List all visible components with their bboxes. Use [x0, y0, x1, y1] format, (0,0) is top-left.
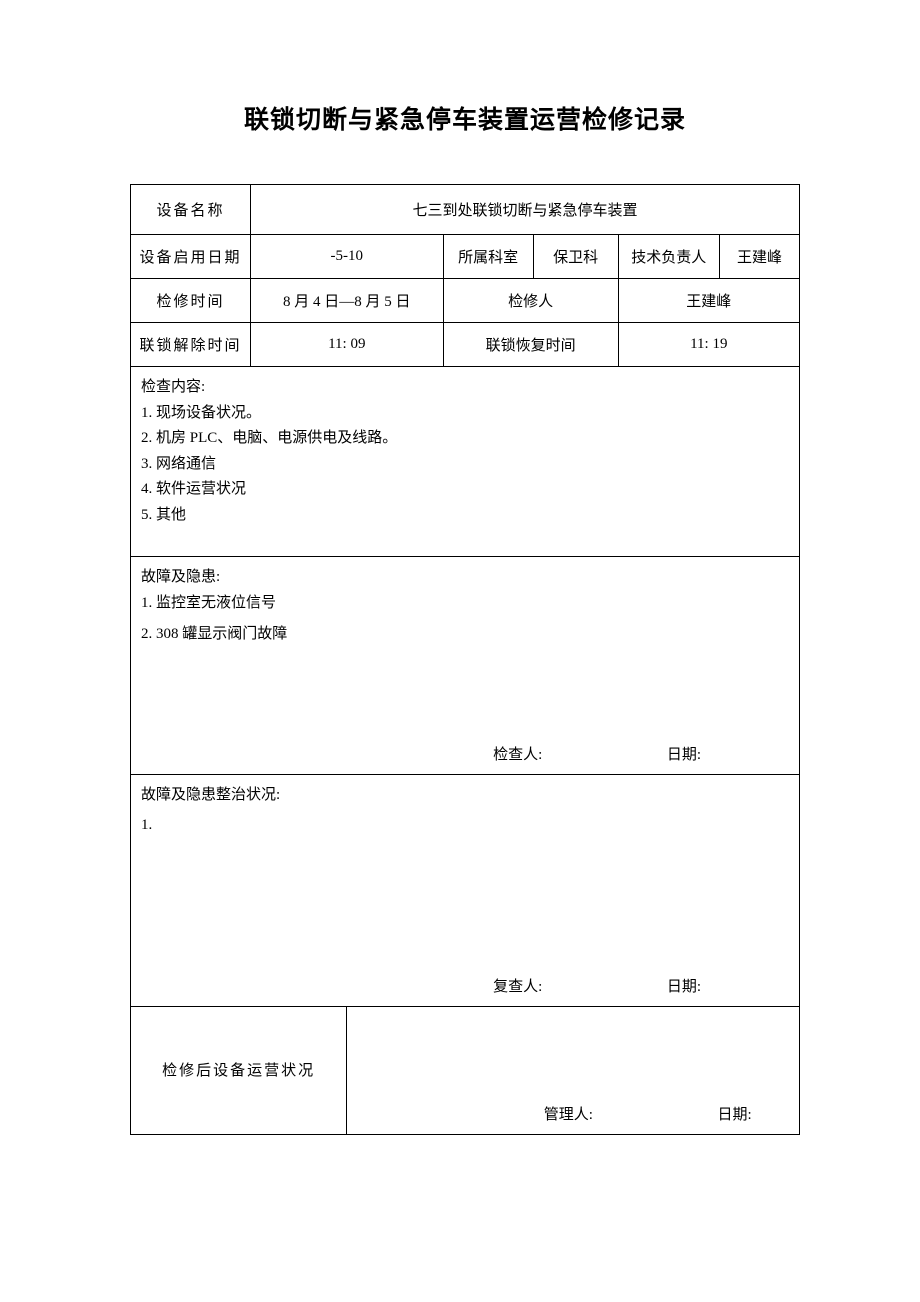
cell-check-content: 检查内容: 1. 现场设备状况。 2. 机房 PLC、电脑、电源供电及线路。 3…: [131, 367, 800, 557]
rectify-signature-line: 复查人: 日期:: [131, 975, 799, 1001]
fault-date-label: 日期:: [667, 743, 727, 769]
value-department: 保卫科: [533, 235, 618, 279]
value-enable-date: -5-10: [251, 235, 444, 279]
value-inspector: 王建峰: [618, 279, 799, 323]
label-department: 所属科室: [443, 235, 533, 279]
fault-inspector-label: 检查人:: [493, 743, 563, 769]
check-item-2: 2. 机房 PLC、电脑、电源供电及线路。: [141, 426, 789, 452]
value-restore-time: 11: 19: [618, 323, 799, 367]
label-maintenance-time: 检修时间: [131, 279, 251, 323]
row-enable-date: 设备启用日期 -5-10 所属科室 保卫科 技术负责人 王建峰: [131, 235, 800, 279]
row-rectify: 故障及隐患整治状况: 1. 复查人: 日期:: [131, 775, 800, 1007]
rectify-date-label: 日期:: [667, 975, 727, 1001]
row-check-content: 检查内容: 1. 现场设备状况。 2. 机房 PLC、电脑、电源供电及线路。 3…: [131, 367, 800, 557]
check-heading: 检查内容:: [141, 375, 789, 401]
rectify-heading: 故障及隐患整治状况:: [141, 783, 789, 809]
cell-rectify: 故障及隐患整治状况: 1. 复查人: 日期:: [131, 775, 800, 1007]
row-post-status: 检修后设备运营状况 管理人: 日期:: [131, 1007, 800, 1135]
fault-heading: 故障及隐患:: [141, 565, 789, 591]
row-fault: 故障及隐患: 1. 监控室无液位信号 2. 308 罐显示阀门故障 检查人: 日…: [131, 557, 800, 775]
label-release-time: 联锁解除时间: [131, 323, 251, 367]
fault-item-1: 1. 监控室无液位信号: [141, 591, 789, 617]
row-maintenance-time: 检修时间 8 月 4 日—8 月 5 日 检修人 王建峰: [131, 279, 800, 323]
check-item-5: 5. 其他: [141, 503, 789, 529]
check-item-3: 3. 网络通信: [141, 452, 789, 478]
label-post-status: 检修后设备运营状况: [131, 1007, 347, 1135]
value-maintenance-time: 8 月 4 日—8 月 5 日: [251, 279, 444, 323]
page-title: 联锁切断与紧急停车装置运营检修记录: [130, 100, 800, 136]
record-table: 设备名称 七三到处联锁切断与紧急停车装置 设备启用日期 -5-10 所属科室 保…: [130, 184, 800, 1135]
check-item-1: 1. 现场设备状况。: [141, 401, 789, 427]
check-item-4: 4. 软件运营状况: [141, 477, 789, 503]
fault-signature-line: 检查人: 日期:: [131, 743, 799, 769]
label-inspector: 检修人: [443, 279, 618, 323]
post-signature-line: 管理人: 日期:: [347, 1103, 799, 1129]
row-interlock-time: 联锁解除时间 11: 09 联锁恢复时间 11: 19: [131, 323, 800, 367]
value-equipment-name: 七三到处联锁切断与紧急停车装置: [251, 185, 800, 235]
value-release-time: 11: 09: [251, 323, 444, 367]
value-tech-owner: 王建峰: [720, 235, 800, 279]
cell-fault: 故障及隐患: 1. 监控室无液位信号 2. 308 罐显示阀门故障 检查人: 日…: [131, 557, 800, 775]
post-manager-label: 管理人:: [544, 1103, 614, 1129]
rectify-item-1: 1.: [141, 813, 789, 839]
cell-post-status: 管理人: 日期:: [347, 1007, 800, 1135]
label-enable-date: 设备启用日期: [131, 235, 251, 279]
label-equipment-name: 设备名称: [131, 185, 251, 235]
row-equipment-name: 设备名称 七三到处联锁切断与紧急停车装置: [131, 185, 800, 235]
label-restore-time: 联锁恢复时间: [443, 323, 618, 367]
rectify-reviewer-label: 复查人:: [493, 975, 563, 1001]
label-tech-owner: 技术负责人: [618, 235, 719, 279]
post-date-label: 日期:: [718, 1103, 778, 1129]
fault-item-2: 2. 308 罐显示阀门故障: [141, 622, 789, 648]
